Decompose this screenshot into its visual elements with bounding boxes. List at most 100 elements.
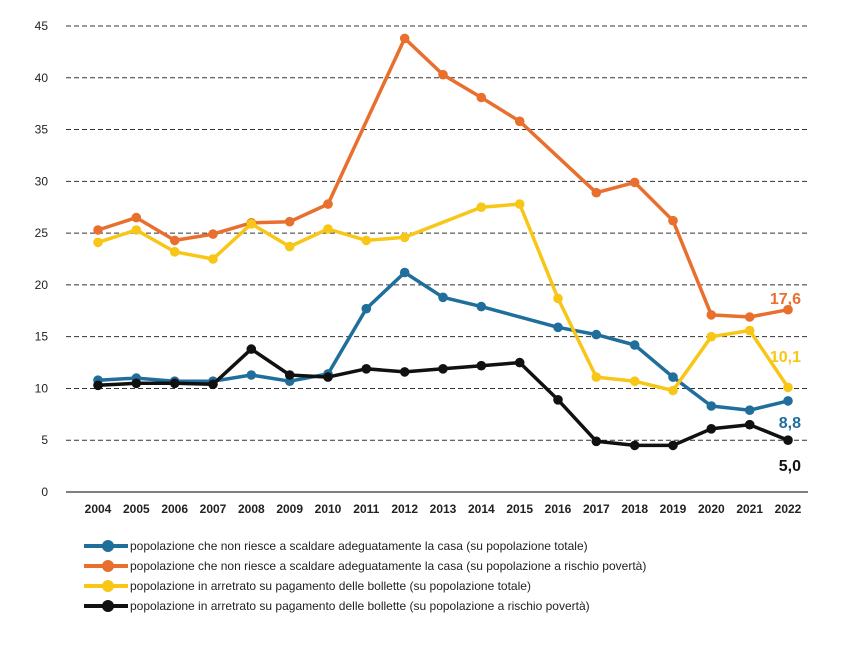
data-point	[783, 396, 793, 406]
data-point	[591, 372, 602, 382]
y-tick-label: 5	[41, 433, 48, 447]
data-point	[323, 224, 333, 234]
data-point	[553, 395, 563, 405]
data-point	[246, 344, 257, 354]
x-tick-label: 2018	[621, 502, 648, 516]
data-point	[438, 69, 448, 80]
end-value-label: 8,8	[779, 415, 801, 432]
data-point	[629, 177, 640, 188]
data-point	[399, 367, 410, 377]
legend-label: popolazione che non riesce a scaldare ad…	[130, 539, 588, 553]
data-point	[361, 235, 372, 246]
data-point	[323, 372, 333, 382]
data-point	[169, 235, 180, 246]
y-tick-label: 10	[35, 381, 49, 395]
data-point	[476, 202, 487, 212]
legend-item: popolazione in arretrato su pagamento de…	[84, 576, 646, 596]
data-point	[246, 219, 257, 229]
data-point	[208, 229, 218, 239]
x-tick-label: 2013	[430, 502, 457, 516]
legend-swatch	[84, 600, 128, 612]
y-tick-label: 0	[41, 485, 48, 499]
y-tick-label: 45	[35, 19, 49, 33]
x-tick-label: 2005	[123, 502, 150, 516]
series-line	[97, 202, 790, 393]
y-tick-label: 35	[35, 123, 49, 137]
data-point	[668, 385, 678, 396]
series-line	[97, 347, 789, 448]
axes: 0 5 10 15 20 25 30 35 40 45 2004 2005 2006 2007 2008 20…	[35, 19, 808, 516]
data-point	[93, 380, 103, 391]
x-tick-label: 2016	[545, 502, 572, 516]
data-point	[169, 378, 180, 389]
end-value-label: 10,1	[770, 349, 801, 366]
data-point	[284, 241, 295, 252]
data-point	[553, 293, 563, 304]
data-point	[284, 216, 295, 227]
data-point	[591, 436, 602, 447]
data-point	[438, 364, 448, 374]
x-tick-label: 2010	[315, 502, 342, 516]
legend-item: popolazione in arretrato su pagamento de…	[84, 596, 646, 616]
legend-swatch	[84, 540, 128, 552]
legend-swatch	[84, 560, 128, 572]
data-point	[744, 419, 755, 430]
data-point	[438, 292, 448, 303]
data-point	[169, 247, 180, 257]
y-tick-label: 40	[35, 71, 49, 85]
data-point	[476, 301, 487, 312]
series-1	[93, 33, 793, 322]
x-tick-label: 2014	[468, 502, 495, 516]
legend: popolazione che non riesce a scaldare ad…	[84, 536, 646, 616]
data-point	[514, 199, 525, 209]
data-point	[783, 382, 793, 393]
data-point	[284, 370, 295, 380]
data-point	[208, 254, 218, 264]
data-point	[399, 267, 410, 278]
data-point	[246, 370, 257, 380]
data-point	[591, 329, 602, 340]
data-point	[399, 232, 410, 243]
data-point	[93, 237, 103, 248]
legend-label: popolazione in arretrato su pagamento de…	[130, 599, 590, 613]
data-point	[744, 325, 755, 336]
data-point	[668, 440, 678, 451]
x-tick-label: 2019	[660, 502, 687, 516]
x-tick-label: 2011	[353, 502, 379, 516]
data-point	[131, 378, 142, 389]
y-tick-label: 30	[35, 174, 49, 188]
data-point	[629, 340, 640, 350]
series-2	[93, 199, 793, 396]
x-tick-label: 2015	[506, 502, 533, 516]
x-tick-label: 2021	[736, 502, 763, 516]
data-point	[93, 225, 103, 235]
data-point	[668, 372, 678, 382]
data-point	[668, 215, 678, 226]
data-point	[706, 424, 717, 434]
data-point	[323, 199, 333, 209]
data-point	[514, 116, 525, 127]
data-point	[744, 312, 755, 322]
x-tick-label: 2017	[583, 502, 610, 516]
data-point	[744, 405, 755, 416]
data-point	[361, 303, 372, 314]
data-point	[361, 364, 372, 374]
series-line	[97, 36, 789, 319]
x-tick-label: 2020	[698, 502, 725, 516]
end-value-label: 17,6	[770, 291, 801, 308]
data-point	[476, 92, 487, 103]
x-tick-label: 2007	[200, 502, 227, 516]
legend-label: popolazione che non riesce a scaldare ad…	[130, 559, 647, 573]
data-point	[706, 331, 717, 342]
data-point	[629, 376, 640, 387]
x-tick-label: 2022	[775, 502, 802, 516]
data-point	[131, 225, 142, 235]
data-point	[514, 357, 525, 368]
data-point	[208, 379, 218, 390]
data-point	[629, 440, 640, 451]
data-point	[476, 360, 487, 371]
series-0	[93, 267, 793, 416]
y-tick-label: 25	[35, 226, 49, 240]
y-tick-label: 15	[35, 330, 49, 344]
series-3	[93, 344, 793, 451]
